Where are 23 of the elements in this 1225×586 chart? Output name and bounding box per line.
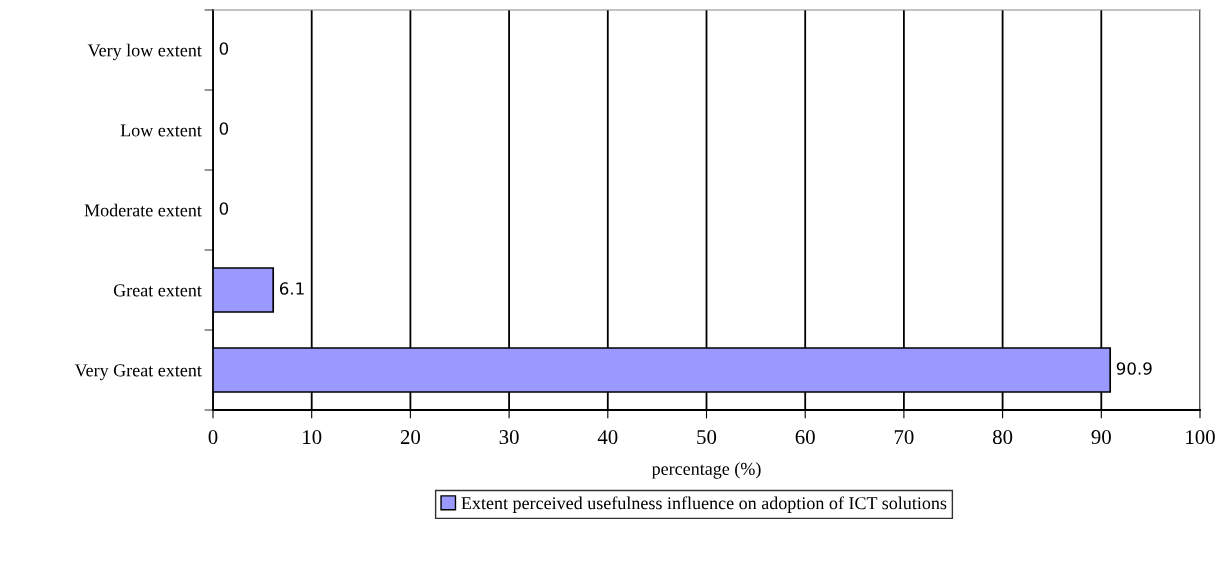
x-tick-label: 90 bbox=[1091, 430, 1111, 445]
data-label: 0 bbox=[219, 202, 229, 215]
y-tick-label: Low extent bbox=[120, 124, 202, 137]
y-tick-label: Moderate extent bbox=[84, 203, 202, 217]
legend-label: Extent perceived usefulness influence on adoption of ICT solutions bbox=[461, 496, 947, 513]
x-tick-label: 100 bbox=[1186, 430, 1215, 445]
y-tick-label: Great extent bbox=[113, 284, 202, 297]
x-tick-label: 10 bbox=[303, 430, 322, 445]
x-tick-label: 80 bbox=[992, 430, 1013, 445]
x-tick-label: 40 bbox=[597, 430, 618, 445]
x-tick-label: 50 bbox=[697, 430, 717, 445]
data-label: 90.9 bbox=[1116, 362, 1152, 375]
x-tick-label: 0 bbox=[208, 430, 218, 445]
x-axis-title: percentage (%) bbox=[651, 462, 761, 479]
data-label: 6.1 bbox=[279, 282, 304, 295]
data-label: 0 bbox=[219, 42, 229, 55]
x-tick-label: 20 bbox=[400, 430, 421, 445]
x-tick-label: 60 bbox=[795, 430, 815, 445]
x-tick-label: 30 bbox=[499, 430, 519, 445]
x-tick-label: 70 bbox=[894, 430, 914, 445]
y-tick-label: Very low extent bbox=[87, 43, 202, 61]
data-label: 0 bbox=[219, 122, 229, 135]
y-tick-label: Very Great extent bbox=[74, 364, 202, 381]
